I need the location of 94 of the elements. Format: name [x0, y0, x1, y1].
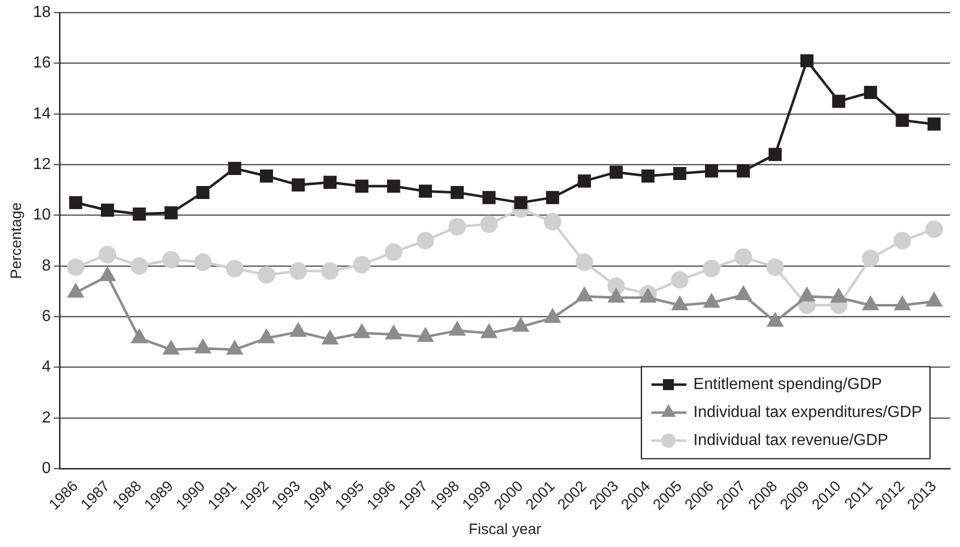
point — [896, 114, 909, 127]
point — [640, 288, 656, 303]
y-tick-label: 0 — [42, 460, 51, 478]
point — [925, 220, 943, 238]
point — [196, 186, 210, 200]
point — [799, 288, 815, 302]
point — [448, 218, 466, 236]
point — [862, 250, 880, 268]
y-tick-label: 2 — [42, 409, 51, 426]
legend-label: Entitlement spending/GDP — [693, 376, 882, 394]
point — [68, 284, 84, 298]
y-tick-label: 6 — [42, 308, 51, 326]
point — [928, 118, 941, 131]
point — [290, 323, 306, 337]
point — [514, 196, 528, 210]
point — [258, 266, 276, 284]
x-axis-title: Fiscal year — [468, 521, 542, 538]
point — [546, 191, 560, 204]
point — [766, 258, 784, 276]
point — [69, 196, 82, 210]
point — [226, 340, 242, 355]
point — [228, 162, 242, 175]
point — [513, 318, 529, 332]
point — [132, 207, 146, 221]
point — [323, 176, 337, 189]
y-tick-label: 10 — [33, 206, 51, 224]
point — [768, 148, 782, 162]
y-tick-label: 16 — [33, 54, 51, 72]
point — [832, 94, 846, 108]
point — [894, 232, 912, 250]
point — [862, 296, 878, 310]
point — [576, 253, 594, 271]
point — [416, 232, 434, 250]
point — [354, 324, 370, 338]
point — [355, 180, 368, 193]
point — [673, 166, 686, 180]
y-tick-label: 8 — [42, 257, 51, 274]
point — [162, 250, 180, 268]
point — [481, 324, 497, 338]
point — [163, 340, 179, 355]
point — [100, 204, 114, 217]
y-tick-label: 4 — [42, 358, 51, 376]
y-tick-label: 12 — [33, 156, 51, 174]
legend-label: Individual tax expenditures/GDP — [693, 404, 922, 422]
point — [608, 288, 624, 303]
point — [544, 212, 562, 230]
point — [418, 328, 434, 342]
point — [387, 180, 400, 193]
point — [610, 166, 623, 179]
point — [705, 164, 718, 178]
point — [702, 260, 720, 278]
point — [292, 178, 305, 192]
point — [353, 256, 371, 274]
point — [449, 322, 465, 336]
point — [195, 340, 211, 354]
point — [132, 329, 148, 344]
point — [830, 288, 846, 303]
point — [734, 248, 752, 266]
point — [130, 257, 148, 275]
point — [386, 326, 402, 340]
point — [260, 169, 274, 183]
point — [258, 329, 274, 344]
point — [671, 271, 689, 289]
point — [578, 174, 591, 188]
point — [736, 286, 752, 300]
point — [926, 292, 942, 306]
y-tick-label: 18 — [33, 4, 51, 22]
legend-label: Individual tax revenue/GDP — [693, 432, 888, 450]
point — [450, 186, 464, 200]
point — [767, 312, 783, 327]
point — [289, 262, 307, 280]
point — [672, 296, 688, 310]
point — [194, 253, 212, 271]
point — [226, 260, 244, 278]
point — [98, 246, 116, 264]
point — [894, 296, 910, 310]
point — [418, 184, 432, 198]
point — [321, 262, 339, 280]
y-tick-label: 14 — [33, 105, 51, 122]
point — [704, 294, 720, 308]
point — [164, 206, 178, 220]
point — [544, 309, 560, 323]
y-axis-title: Percentage — [8, 202, 26, 280]
point — [576, 288, 592, 302]
point — [864, 86, 878, 99]
point — [66, 258, 84, 276]
point — [384, 243, 402, 261]
point — [100, 267, 116, 282]
point — [736, 164, 750, 178]
point — [482, 191, 496, 204]
point — [322, 330, 338, 344]
point — [800, 54, 814, 68]
point — [480, 215, 498, 233]
point — [641, 169, 655, 183]
